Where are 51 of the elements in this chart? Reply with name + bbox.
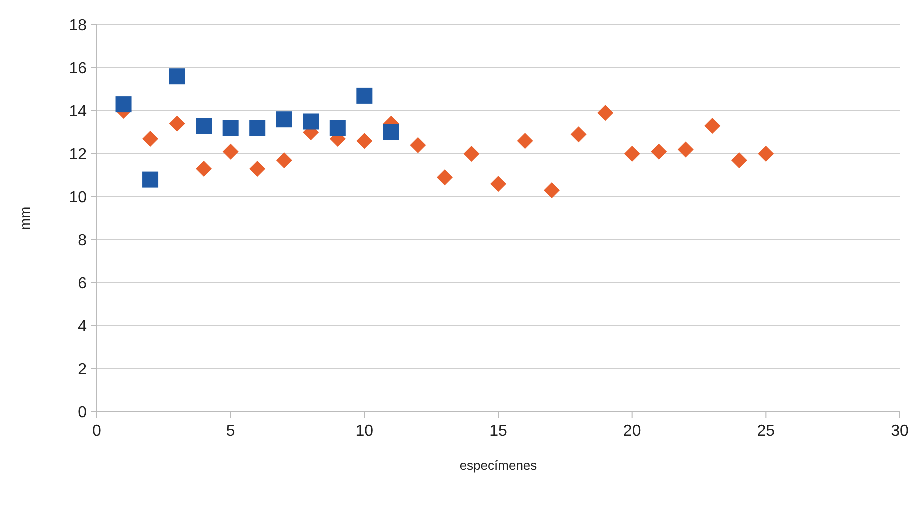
- point: [651, 144, 668, 160]
- y-tick-label: 16: [69, 60, 88, 78]
- point: [624, 146, 640, 162]
- x-tick-label: 15: [490, 423, 508, 440]
- point: [250, 161, 266, 178]
- point: [276, 152, 292, 168]
- point: [704, 118, 721, 134]
- y-tick-label: 18: [69, 18, 88, 35]
- x-tick-label: 25: [757, 423, 776, 440]
- x-tick-label: 5: [226, 423, 236, 440]
- y-axis-title: mm: [17, 206, 33, 230]
- point: [250, 120, 266, 136]
- y-tick-label: 4: [78, 318, 88, 336]
- y-tick-label: 14: [69, 104, 88, 121]
- point: [276, 112, 292, 128]
- point: [464, 146, 480, 162]
- point: [517, 133, 534, 150]
- point: [142, 130, 159, 147]
- y-tick-label: 6: [78, 276, 88, 293]
- point: [356, 133, 373, 150]
- point: [303, 114, 320, 130]
- point: [758, 146, 774, 162]
- y-tick-label: 12: [69, 146, 88, 164]
- point: [222, 120, 239, 136]
- point: [410, 137, 426, 154]
- x-tick-label: 10: [356, 423, 374, 440]
- point: [356, 88, 373, 104]
- y-tick-label: 0: [78, 404, 88, 422]
- point: [383, 124, 400, 140]
- point: [142, 172, 159, 188]
- point: [196, 161, 212, 178]
- point: [196, 118, 212, 134]
- y-tick-label: 8: [78, 232, 88, 250]
- point: [169, 116, 186, 132]
- point: [436, 170, 453, 186]
- x-axis-title: especímenes: [460, 458, 538, 473]
- point: [544, 182, 560, 199]
- x-tick-label: 30: [891, 423, 909, 440]
- y-tick-label: 10: [69, 190, 88, 207]
- x-tick-label: 20: [623, 423, 642, 440]
- point: [731, 152, 748, 168]
- point: [598, 105, 614, 122]
- point: [222, 144, 239, 160]
- point: [330, 120, 346, 136]
- point: [678, 142, 694, 158]
- point: [490, 176, 506, 192]
- y-tick-label: 2: [78, 362, 88, 379]
- point: [169, 68, 186, 85]
- x-tick-label: 0: [92, 423, 102, 440]
- point: [116, 96, 132, 113]
- point: [570, 126, 587, 143]
